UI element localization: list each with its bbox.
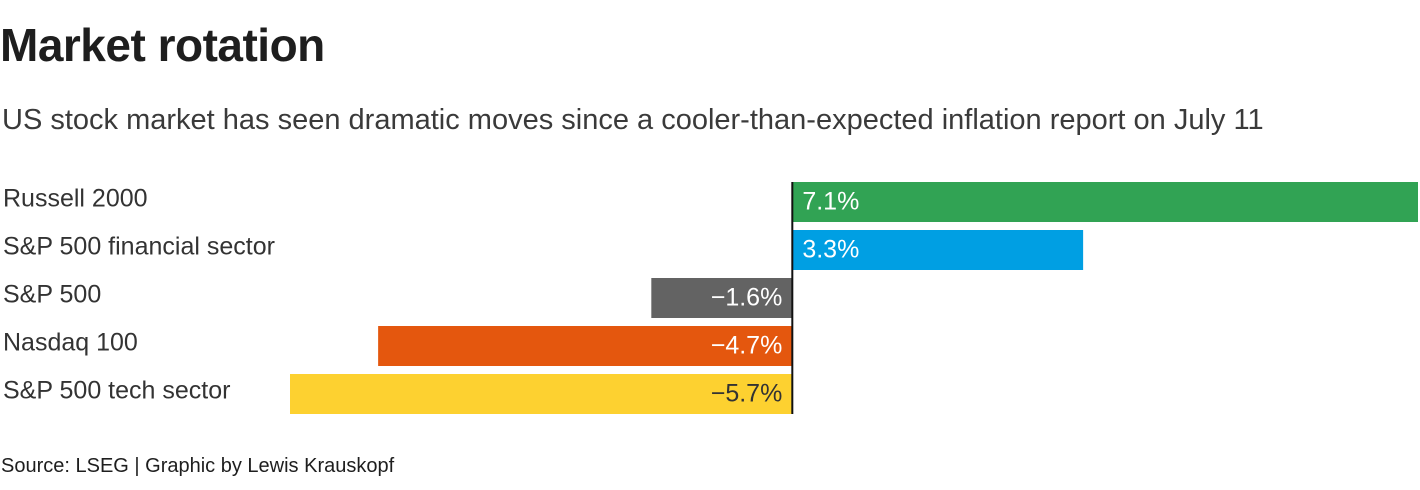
bar <box>290 374 793 414</box>
category-label: S&P 500 tech sector <box>3 377 230 405</box>
bar <box>792 230 1084 270</box>
bar <box>378 326 793 366</box>
bar <box>792 182 1418 222</box>
category-label: S&P 500 <box>3 281 101 309</box>
data-label: 7.1% <box>802 188 859 216</box>
chart-subtitle: US stock market has seen dramatic moves … <box>2 104 1264 136</box>
bar-chart: Russell 2000 7.1% S&P 500 financial sector… <box>0 170 1420 422</box>
bar <box>651 278 793 318</box>
source-credit: Source: LSEG | Graphic by Lewis Krauskop… <box>1 455 395 477</box>
data-label: −4.7% <box>711 332 783 360</box>
bar-chart-svg: Russell 2000 7.1% S&P 500 financial sector… <box>3 182 1418 414</box>
data-label: 3.3% <box>802 236 859 264</box>
data-label: −5.7% <box>711 380 783 408</box>
chart-title: Market rotation <box>0 19 325 71</box>
data-label: −1.6% <box>711 284 783 312</box>
category-label: S&P 500 financial sector <box>3 233 275 261</box>
category-label: Nasdaq 100 <box>3 329 138 357</box>
category-label: Russell 2000 <box>3 185 148 213</box>
